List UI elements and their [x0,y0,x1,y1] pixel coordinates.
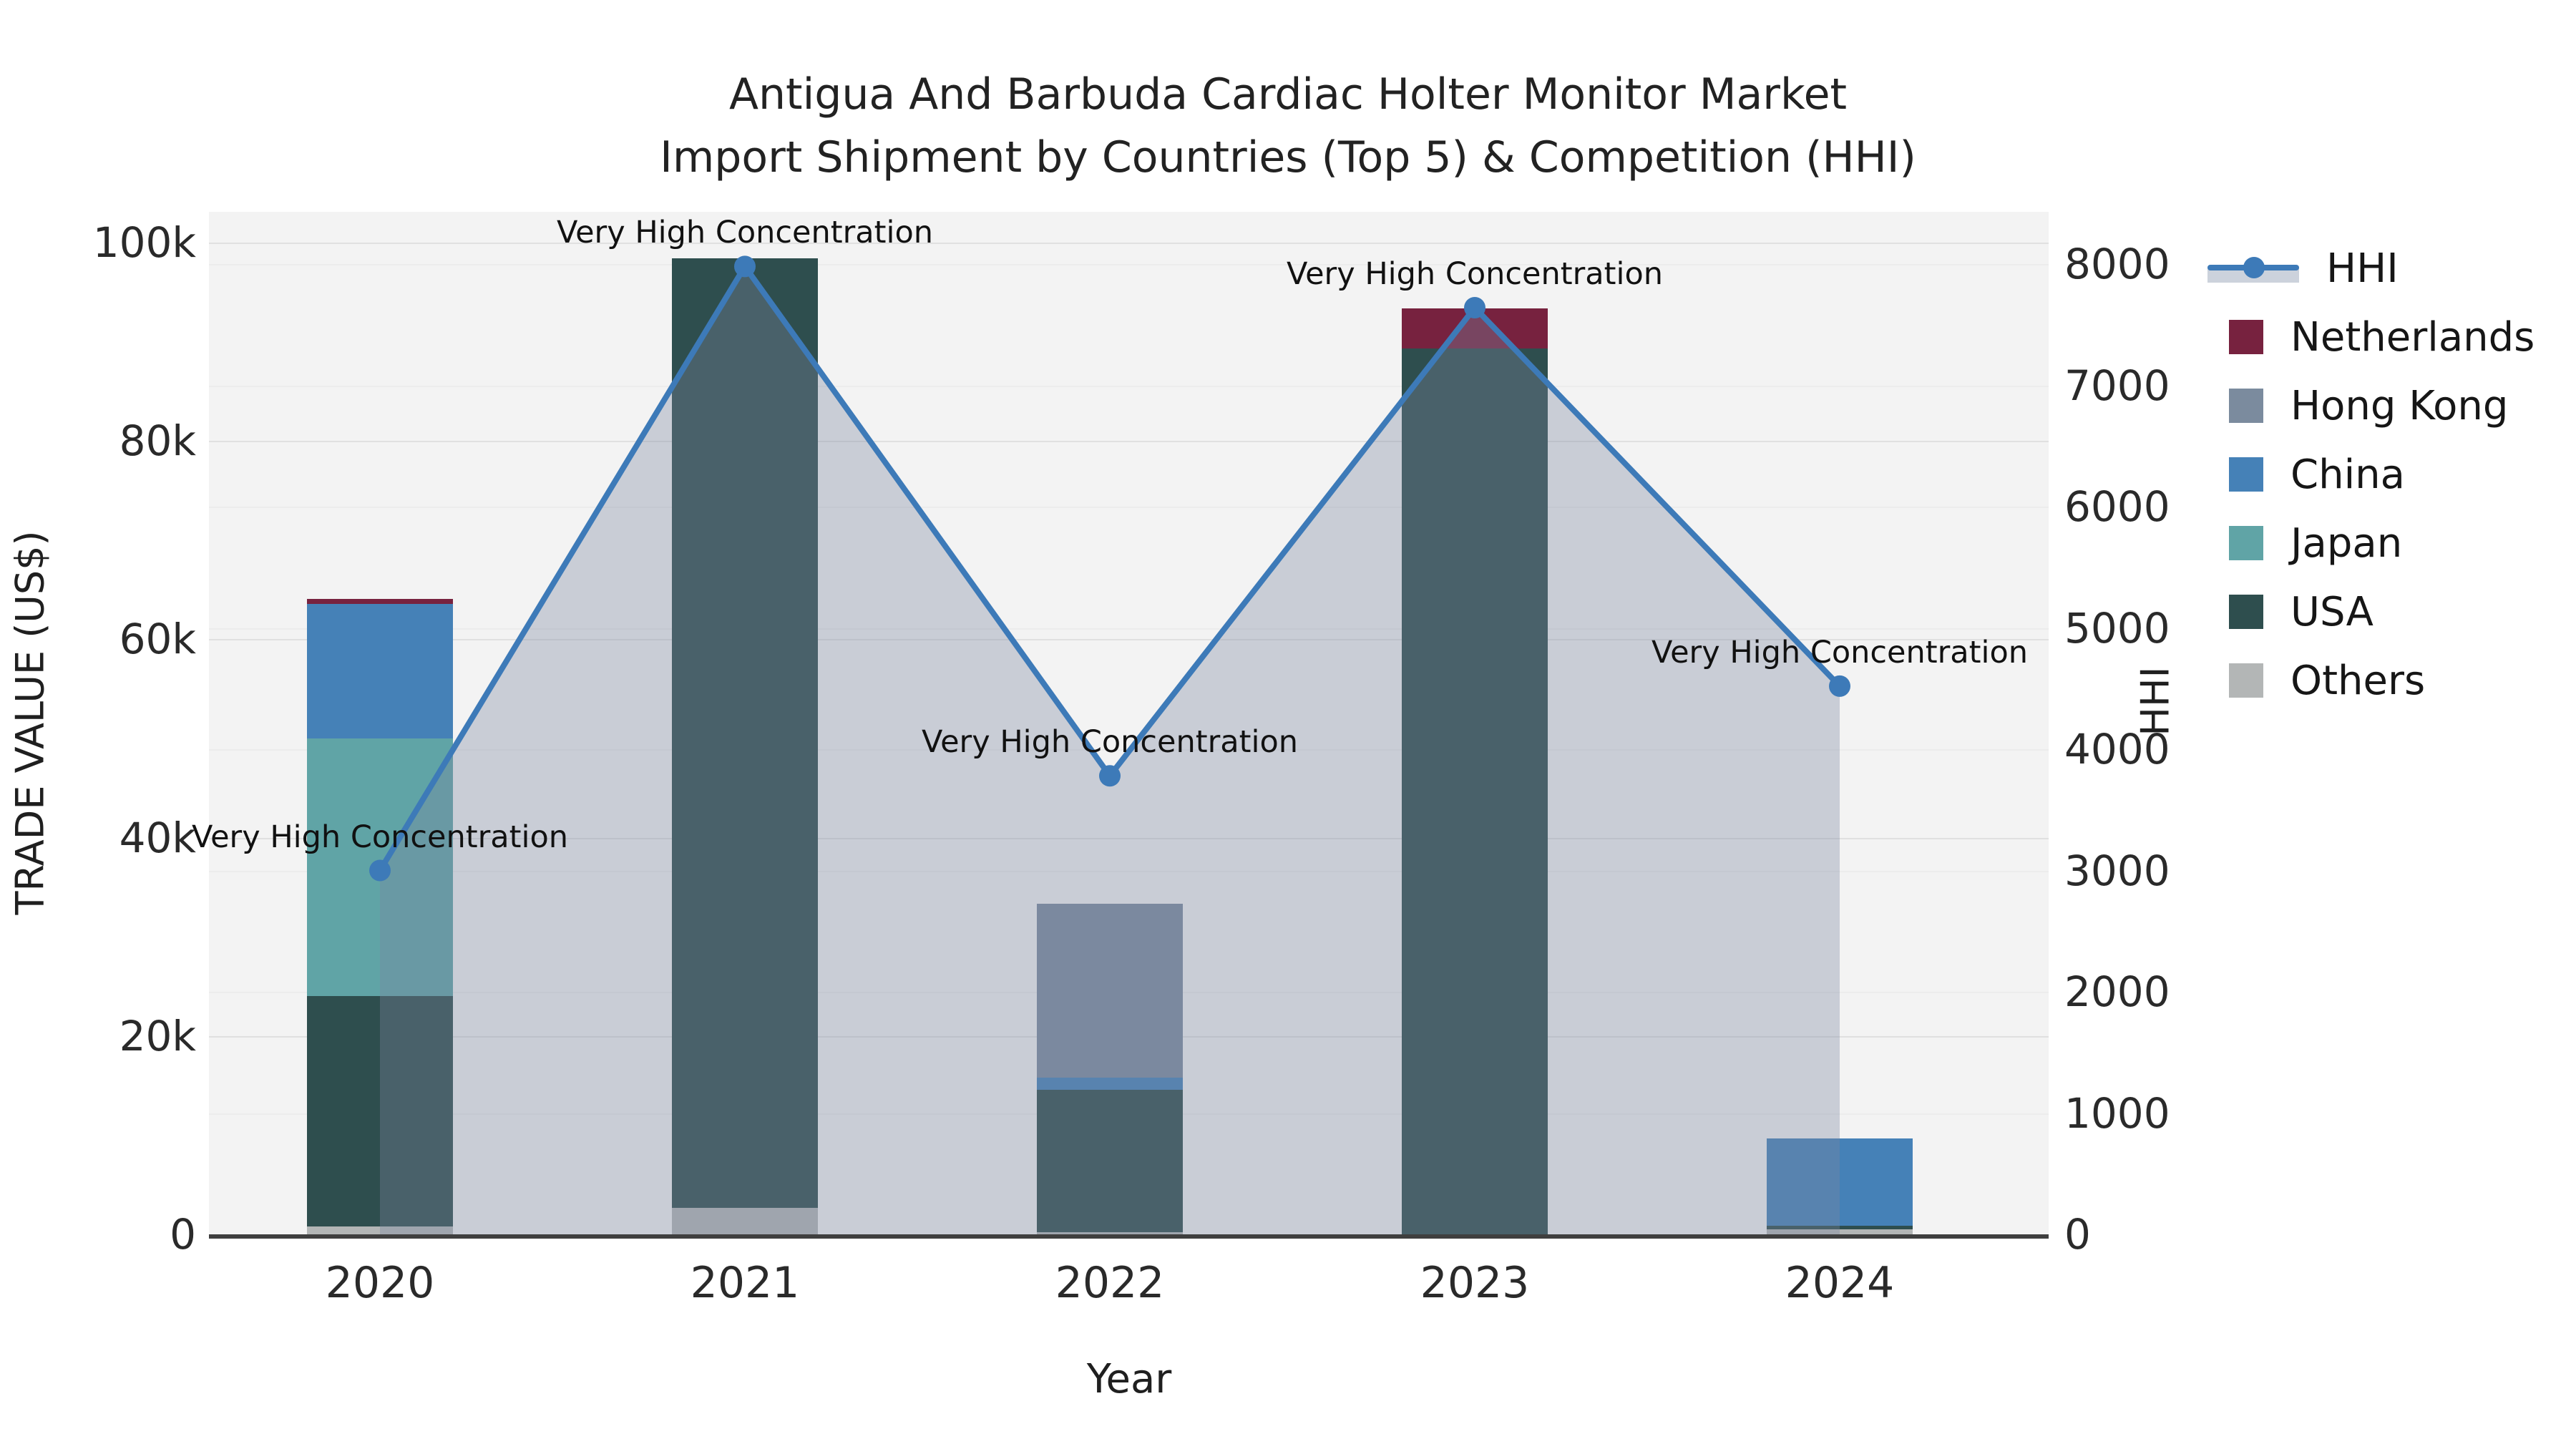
legend-label-hong-kong: Hong Kong [2290,382,2509,429]
right-tick-0: 0 [2064,1210,2091,1259]
x-tick-2022: 2022 [1055,1258,1165,1308]
annotation-2020: Very High Concentration [191,819,569,855]
right-tick-2000: 2000 [2064,967,2170,1016]
bar-segment-usa-2024[interactable] [1767,1225,1913,1230]
bar-segment-china-2020[interactable] [307,603,453,738]
annotation-2024: Very High Concentration [1651,634,2029,670]
hhi-marker-2023[interactable] [1464,297,1485,319]
x-tick-2023: 2023 [1420,1258,1530,1308]
chart-title-line2: Import Shipment by Countries (Top 5) & C… [660,132,1916,182]
right-tick-8000: 8000 [2064,240,2170,288]
legend-swatch-japan [2229,526,2263,560]
bar-segment-china-2022[interactable] [1037,1078,1183,1090]
right-tick-6000: 6000 [2064,482,2170,531]
legend-item-hhi[interactable]: HHI [2207,236,2399,301]
left-tick-40k: 40k [119,813,196,862]
hhi-overlay [369,255,1850,1234]
left-tick-20k: 20k [119,1011,196,1060]
legend-label-others: Others [2290,657,2426,704]
legend-swatch-usa [2229,595,2263,629]
gridline-hhi-6000 [209,507,2049,508]
x-tick-2020: 2020 [325,1258,435,1308]
bar-segment-usa-2023[interactable] [1402,348,1548,1234]
right-tick-3000: 3000 [2064,846,2170,895]
x-axis-title: Year [1086,1356,1172,1402]
gridline-hhi-7000 [209,385,2049,387]
legend-label-netherlands: Netherlands [2290,313,2535,361]
legend-swatch-hong-kong [2229,389,2263,423]
legend-label-usa: USA [2290,588,2373,635]
gridline-trade-40k [209,837,2049,839]
hhi-marker-2020[interactable] [369,859,391,882]
bar-segment-others-2020[interactable] [307,1226,453,1234]
legend-swatch-netherlands [2229,320,2263,354]
legend-item-china[interactable]: China [2207,442,2405,507]
bar-segment-hong-kong-2022[interactable] [1037,904,1183,1078]
left-tick-100k: 100k [92,218,196,267]
left-tick-80k: 80k [119,416,196,466]
legend-label-japan: Japan [2290,519,2403,567]
legend-hhi-dot [2243,257,2265,278]
annotation-2023: Very High Concentration [1286,256,1664,293]
right-tick-5000: 5000 [2064,603,2170,653]
bar-segment-others-2024[interactable] [1767,1229,1913,1234]
hhi-marker-2022[interactable] [1099,765,1121,787]
hhi-area-fill [380,266,1840,1234]
gridline-hhi-8000 [209,264,2049,265]
right-tick-1000: 1000 [2064,1088,2170,1138]
bar-segment-china-2024[interactable] [1767,1138,1913,1226]
legend-label-china: China [2290,451,2405,498]
legend-label-hhi: HHI [2326,245,2399,292]
hhi-marker-2021[interactable] [734,255,756,278]
gridline-trade-60k [209,639,2049,641]
plot-area: Very High Concentration Very High Concent… [192,212,2049,1239]
legend-hhi-line-icon [2207,251,2299,286]
bar-segment-usa-2021[interactable] [672,258,818,1208]
bar-segment-others-2022[interactable] [1037,1232,1183,1234]
bar-segment-others-2021[interactable] [672,1207,818,1234]
gridline-trade-100k [209,243,2049,244]
right-axis-title: HHI [2132,666,2178,736]
right-tick-7000: 7000 [2064,361,2170,410]
annotation-2022: Very High Concentration [921,724,1299,761]
legend-item-japan[interactable]: Japan [2207,511,2402,575]
chart-title: Antigua And Barbuda Cardiac Holter Monit… [0,63,2576,189]
gridline-trade-80k [209,441,2049,443]
gridline-hhi-5000 [209,628,2049,630]
legend-item-others[interactable]: Others [2207,648,2425,713]
right-tick-4000: 4000 [2064,725,2170,774]
legend-swatch-others [2229,663,2263,698]
annotation-2021: Very High Concentration [556,215,934,251]
legend-item-usa[interactable]: USA [2207,580,2373,644]
gridline-hhi-3000 [209,870,2049,872]
chart-title-line1: Antigua And Barbuda Cardiac Holter Monit… [728,69,1848,119]
left-axis-title: TRADE VALUE (US$) [7,530,53,915]
hhi-marker-2024[interactable] [1829,675,1850,697]
bar-segment-netherlands-2020[interactable] [307,598,453,604]
legend-item-netherlands[interactable]: Netherlands [2207,305,2534,369]
legend-item-hong-kong[interactable]: Hong Kong [2207,374,2508,438]
legend-swatch-china [2229,457,2263,492]
left-tick-0: 0 [170,1210,196,1259]
x-tick-2021: 2021 [690,1258,800,1308]
bar-segment-usa-2020[interactable] [307,996,453,1226]
bar-segment-usa-2022[interactable] [1037,1089,1183,1233]
x-tick-2024: 2024 [1785,1258,1895,1308]
left-tick-60k: 60k [119,615,196,664]
